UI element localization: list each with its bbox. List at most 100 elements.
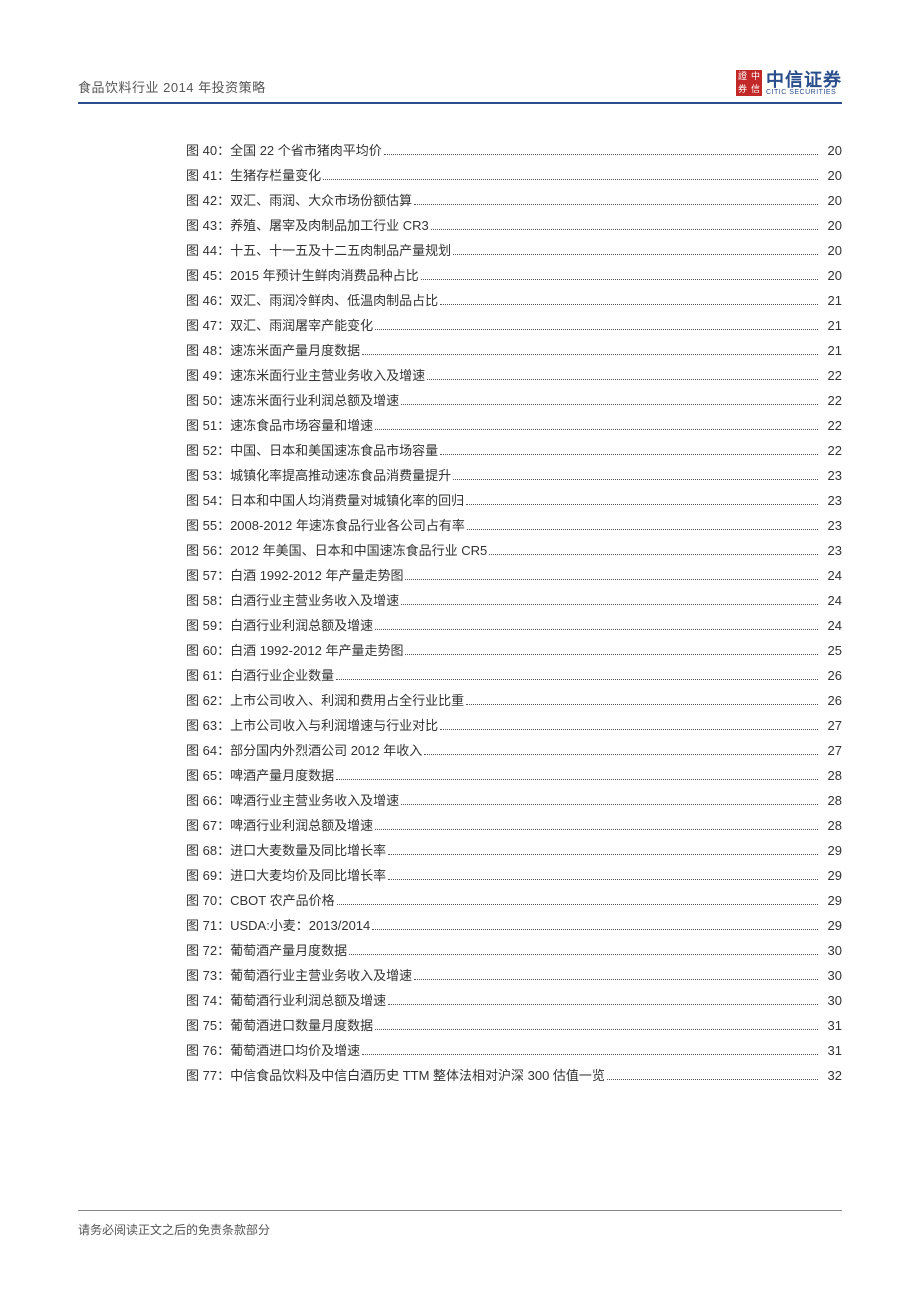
toc-leader [467,522,818,530]
page: 食品饮料行业 2014 年投资策略 證 中 券 信 中信证券 CITIC SEC… [0,0,920,1302]
toc-figure-title: 啤酒产量月度数据 [230,769,334,782]
toc-page-number: 28 [822,769,842,782]
toc-figure-number: 图 68： [186,844,230,857]
toc-page-number: 23 [822,469,842,482]
toc-row: 图 55：2008-2012 年速冻食品行业各公司占有率23 [186,519,842,532]
toc-figure-title: 速冻米面行业主营业务收入及增速 [230,369,425,382]
toc-row: 图 40：全国 22 个省市猪肉平均价20 [186,144,842,157]
toc-row: 图 69：进口大麦均价及同比增长率 29 [186,869,842,882]
toc-figure-title: 进口大麦均价及同比增长率 [230,869,386,882]
toc-row: 图 48：速冻米面产量月度数据21 [186,344,842,357]
toc-leader [466,497,818,505]
toc-figure-number: 图 69： [186,869,230,882]
toc-row: 图 64：部分国内外烈酒公司 2012 年收入27 [186,744,842,757]
toc-figure-title: 2012 年美国、日本和中国速冻食品行业 CR5 [230,544,487,557]
seal-char: 中 [749,70,762,83]
logo-en: CITIC SECURITIES [766,89,842,96]
toc-figure-title: 中国、日本和美国速冻食品市场容量 [230,444,438,457]
toc-row: 图 74：葡萄酒行业利润总额及增速30 [186,994,842,1007]
toc-figure-number: 图 74： [186,994,230,1007]
toc-leader [440,297,818,305]
toc-page-number: 23 [822,544,842,557]
toc-figure-title: 部分国内外烈酒公司 2012 年收入 [230,744,422,757]
page-footer: 请务必阅读正文之后的免责条款部分 [78,1210,842,1238]
toc-page-number: 29 [822,869,842,882]
toc-page-number: 31 [822,1044,842,1057]
toc-figure-number: 图 56： [186,544,230,557]
toc-page-number: 20 [822,219,842,232]
toc-figure-number: 图 65： [186,769,230,782]
toc-row: 图 75：葡萄酒进口数量月度数据31 [186,1019,842,1032]
toc-figure-number: 图 61： [186,669,230,682]
toc-row: 图 41：生猪存栏量变化20 [186,169,842,182]
toc-leader [424,747,818,755]
toc-leader [375,1022,818,1030]
toc-figure-title: 速冻米面产量月度数据 [230,344,360,357]
toc-leader [489,547,818,555]
toc-figure-number: 图 66： [186,794,230,807]
logo-text: 中信证券 CITIC SECURITIES [766,71,842,96]
toc-figure-number: 图 75： [186,1019,230,1032]
toc-figure-title: 日本和中国人均消费量对城镇化率的回归 [230,494,464,507]
toc-figure-number: 图 57： [186,569,230,582]
toc-page-number: 22 [822,419,842,432]
toc-leader [440,722,818,730]
toc-page-number: 29 [822,894,842,907]
toc-leader [388,872,818,880]
toc-figure-number: 图 62： [186,694,230,707]
toc-page-number: 24 [822,569,842,582]
toc-page-number: 20 [822,144,842,157]
toc-figure-title: 十五、十一五及十二五肉制品产量规划 [230,244,451,257]
toc-figure-number: 图 53： [186,469,230,482]
toc-figure-number: 图 43： [186,219,230,232]
toc-figure-title: 速冻米面行业利润总额及增速 [230,394,399,407]
toc-row: 图 58：白酒行业主营业务收入及增速24 [186,594,842,607]
toc-page-number: 20 [822,169,842,182]
toc-leader [431,222,818,230]
toc-page-number: 21 [822,294,842,307]
toc-leader [414,972,818,980]
toc-figure-title: 葡萄酒进口均价及增速 [230,1044,360,1057]
toc-page-number: 20 [822,244,842,257]
toc-leader [362,1047,818,1055]
toc-figure-title: 葡萄酒行业主营业务收入及增速 [230,969,412,982]
toc-leader [375,822,818,830]
toc-figure-number: 图 44： [186,244,230,257]
toc-page-number: 31 [822,1019,842,1032]
toc-figure-title: 上市公司收入与利润增速与行业对比 [230,719,438,732]
toc-row: 图 56：2012 年美国、日本和中国速冻食品行业 CR5 23 [186,544,842,557]
toc-figure-title: 2008-2012 年速冻食品行业各公司占有率 [230,519,465,532]
toc-leader [401,797,818,805]
toc-page-number: 26 [822,694,842,707]
toc-leader [336,772,818,780]
toc-page-number: 24 [822,594,842,607]
toc-page-number: 22 [822,394,842,407]
toc-figure-title: 上市公司收入、利润和费用占全行业比重 [230,694,464,707]
toc-leader [401,397,818,405]
toc-figure-title: 葡萄酒产量月度数据 [230,944,347,957]
toc-leader [440,447,818,455]
toc-leader [372,922,818,930]
toc-page-number: 23 [822,519,842,532]
toc-figure-number: 图 60： [186,644,230,657]
toc-page-number: 28 [822,794,842,807]
toc-row: 图 47：双汇、雨润屠宰产能变化21 [186,319,842,332]
toc-figure-title: 白酒行业利润总额及增速 [230,619,373,632]
toc-page-number: 27 [822,744,842,757]
toc-page-number: 22 [822,369,842,382]
seal-char: 證 [736,70,749,83]
toc-row: 图 44：十五、十一五及十二五肉制品产量规划 20 [186,244,842,257]
toc-row: 图 63：上市公司收入与利润增速与行业对比27 [186,719,842,732]
table-of-contents: 图 40：全国 22 个省市猪肉平均价20图 41：生猪存栏量变化20图 42：… [78,144,842,1082]
toc-leader [421,272,818,280]
seal-char: 券 [736,83,749,96]
logo-cn: 中信证券 [766,71,842,89]
toc-figure-number: 图 40： [186,144,230,157]
toc-leader [362,347,818,355]
toc-figure-number: 图 41： [186,169,230,182]
toc-figure-title: 双汇、雨润冷鲜肉、低温肉制品占比 [230,294,438,307]
toc-leader [427,372,818,380]
toc-page-number: 30 [822,944,842,957]
toc-figure-number: 图 72： [186,944,230,957]
toc-figure-number: 图 73： [186,969,230,982]
